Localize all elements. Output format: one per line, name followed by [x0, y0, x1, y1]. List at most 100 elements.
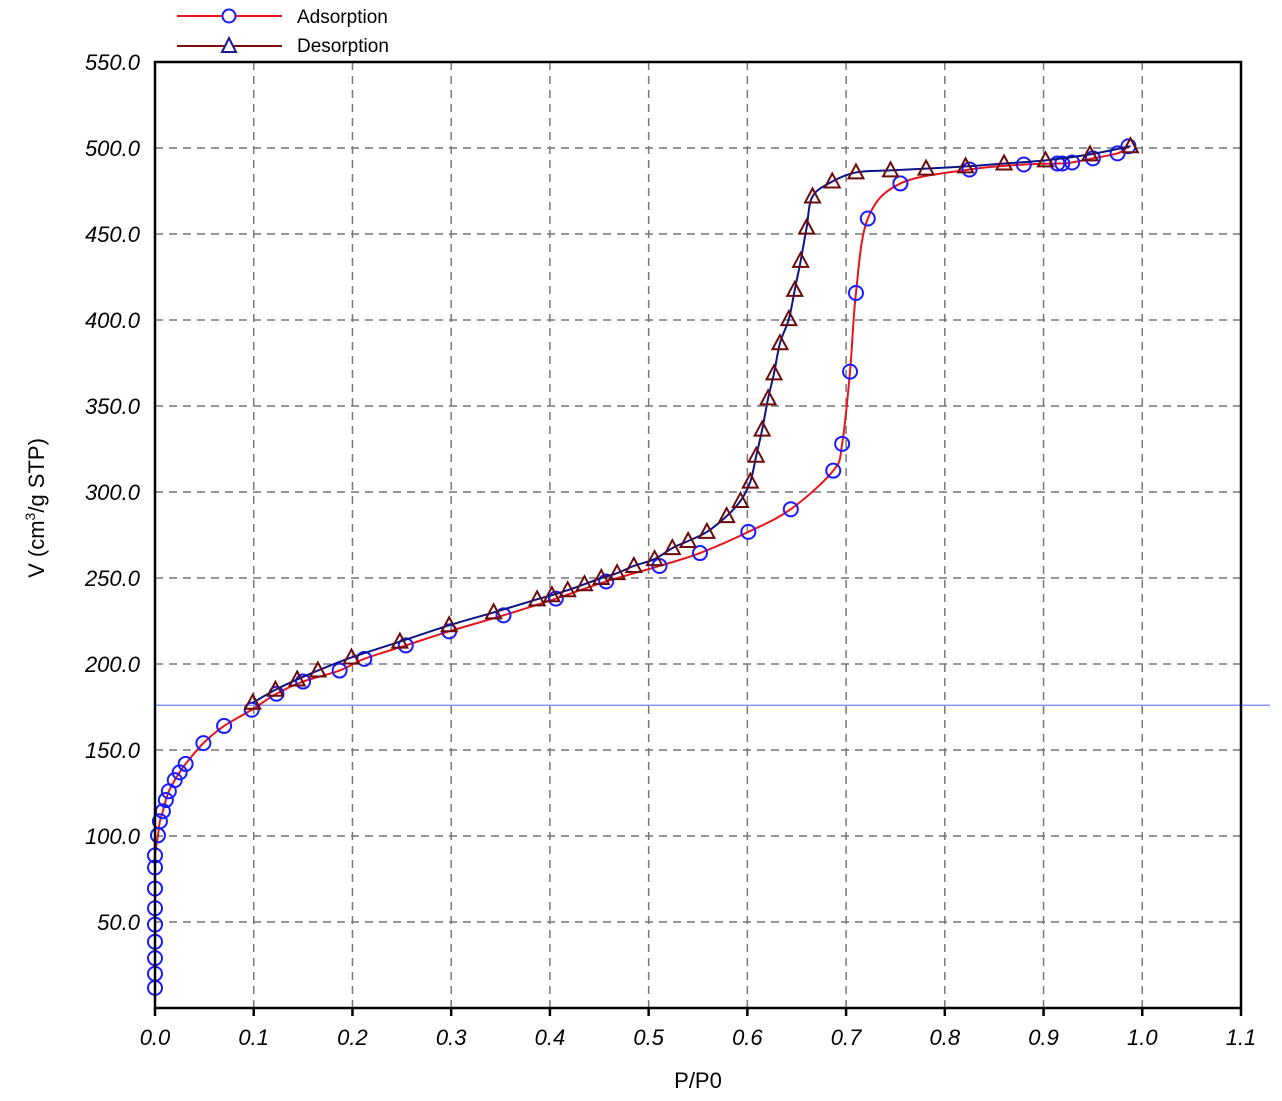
desorption-curve [252, 145, 1131, 704]
plot-frame [153, 60, 1243, 1010]
circle-marker-icon [598, 573, 615, 590]
x-tick-label: 0.8 [930, 1025, 961, 1050]
x-tick-label: 0.1 [238, 1025, 269, 1050]
triangle-marker-icon [607, 563, 627, 581]
triangle-marker-icon [663, 537, 682, 556]
legend-item-adsorption: Adsorption [177, 7, 388, 28]
circle-marker-icon [151, 813, 168, 830]
adsorption-curve [153, 145, 1130, 988]
series-layer [147, 136, 1140, 996]
triangle-marker-icon [592, 567, 611, 585]
x-tick-label: 1.0 [1127, 1025, 1158, 1050]
triangle-marker-icon [797, 217, 816, 235]
triangle-marker-icon [803, 186, 822, 204]
triangle-marker-icon [678, 530, 698, 549]
circle-marker-icon [216, 717, 233, 734]
series-adsorption [147, 138, 1137, 996]
y-tick-label: 550.0 [85, 50, 141, 75]
circle-marker-icon [892, 175, 909, 192]
triangle-marker-icon [916, 158, 936, 176]
circle-marker-icon [859, 210, 876, 227]
x-tick-label: 0.7 [831, 1025, 862, 1050]
y-tick-label: 500.0 [85, 136, 141, 161]
triangle-marker-icon [575, 574, 594, 592]
circle-marker-icon [243, 701, 260, 718]
triangle-marker-icon [484, 602, 503, 620]
y-tick-label: 400.0 [85, 308, 141, 333]
x-axis-title: P/P0 [674, 1068, 722, 1093]
x-tick-label: 0.6 [732, 1025, 763, 1050]
triangle-marker-icon [956, 156, 975, 174]
triangle-marker-icon [243, 692, 262, 710]
x-tick-label: 0.4 [535, 1025, 566, 1050]
circle-marker-icon [740, 523, 757, 540]
x-tick-label: 0.2 [337, 1025, 368, 1050]
triangle-marker-icon [542, 585, 562, 603]
x-axis-ticks: 0.0 0.1 0.2 0.3 0.4 0.5 0.6 0.7 0.8 0.9 1.0 1.1 [140, 1008, 1257, 1050]
circle-marker-icon [825, 462, 842, 479]
x-tick-label: 0.9 [1028, 1025, 1059, 1050]
circle-marker-icon [547, 590, 564, 607]
triangle-marker-icon [764, 363, 784, 381]
triangle-marker-icon [645, 548, 664, 567]
triangle-marker-icon [785, 279, 804, 297]
circle-marker-icon [1064, 154, 1081, 171]
circle-marker-icon [331, 662, 348, 679]
triangle-marker-icon [741, 471, 760, 489]
circle-marker-icon [847, 284, 864, 301]
triangle-marker-icon [731, 490, 750, 508]
triangle-marker-icon [697, 521, 717, 539]
circle-marker-icon [1015, 156, 1032, 173]
legend-label-adsorption: Adsorption [297, 7, 388, 28]
triangle-marker-icon [220, 35, 238, 53]
y-axis-title: V (cm3/g STP) [22, 438, 49, 578]
triangle-marker-icon [558, 580, 577, 598]
circle-marker-icon [295, 673, 312, 690]
triangle-marker-icon [846, 162, 866, 180]
circle-marker-icon [691, 545, 708, 562]
legend: Adsorption Desorption [177, 7, 389, 57]
grid-lines [155, 62, 1241, 1008]
x-tick-label: 0.5 [633, 1025, 664, 1050]
triangle-marker-icon [1036, 150, 1055, 168]
circle-marker-icon [782, 501, 799, 518]
circle-marker-icon [166, 772, 183, 789]
triangle-marker-icon [994, 153, 1014, 171]
y-tick-label: 450.0 [85, 222, 141, 247]
triangle-marker-icon [390, 631, 410, 649]
triangle-marker-icon [770, 333, 790, 351]
circle-marker-icon [177, 755, 194, 772]
triangle-marker-icon [791, 250, 810, 268]
triangle-marker-icon [779, 309, 798, 327]
y-tick-label: 350.0 [85, 394, 141, 419]
x-tick-label: 0.3 [436, 1025, 467, 1050]
legend-item-desorption: Desorption [177, 35, 389, 57]
circle-marker-icon [397, 637, 414, 654]
triangle-marker-icon [823, 171, 842, 189]
triangle-marker-icon [1121, 136, 1140, 154]
legend-label-desorption: Desorption [297, 36, 389, 57]
y-axis-ticks: 50.0 100.0 150.0 200.0 250.0 300.0 350.0 400.0 4… [84, 50, 141, 935]
triangle-marker-icon [266, 679, 285, 697]
circle-marker-icon [195, 735, 212, 752]
triangle-marker-icon [758, 388, 778, 406]
circle-marker-icon [1109, 145, 1126, 162]
y-tick-label: 50.0 [97, 910, 141, 935]
triangle-marker-icon [287, 669, 307, 687]
circle-marker-icon [961, 161, 978, 178]
circle-marker-icon [221, 8, 237, 24]
y-tick-label: 300.0 [85, 480, 141, 505]
circle-marker-icon [842, 363, 859, 380]
triangle-marker-icon [624, 555, 643, 573]
triangle-marker-icon [753, 419, 772, 437]
triangle-marker-icon [747, 445, 766, 463]
triangle-marker-icon [527, 589, 547, 607]
x-tick-label: 1.1 [1226, 1025, 1257, 1050]
series-desorption [243, 136, 1140, 710]
triangle-marker-icon [717, 505, 736, 524]
y-tick-label: 150.0 [85, 738, 141, 763]
y-tick-label: 200.0 [84, 652, 141, 677]
x-tick-label: 0.0 [140, 1025, 171, 1050]
circle-marker-icon [157, 792, 174, 809]
